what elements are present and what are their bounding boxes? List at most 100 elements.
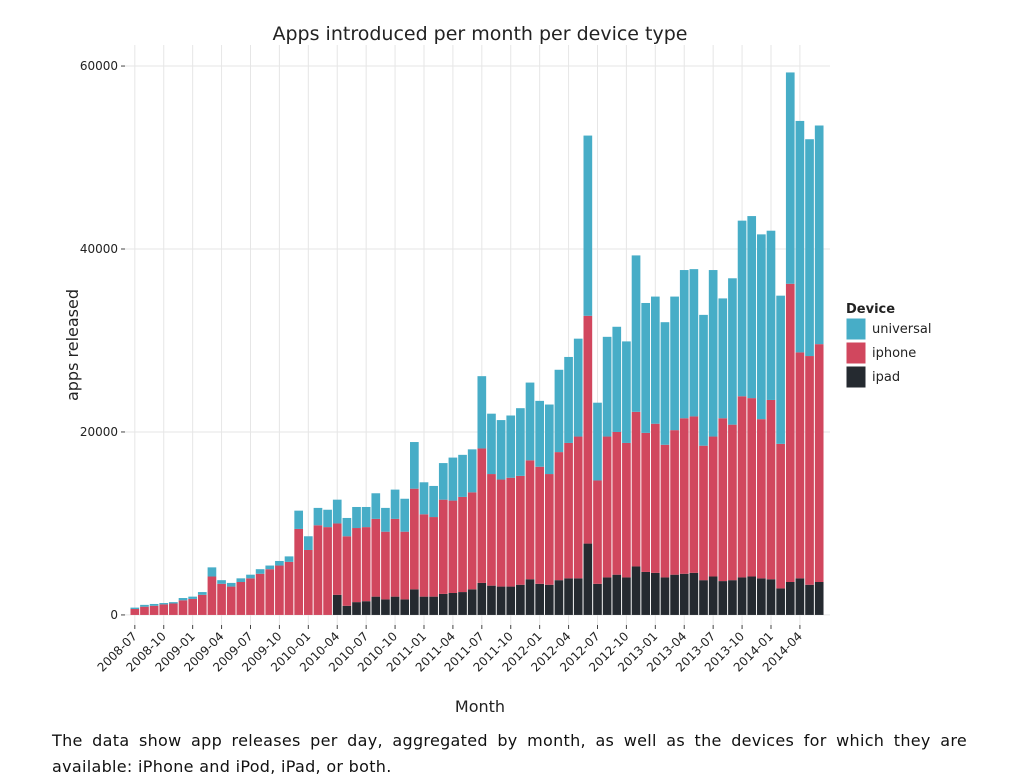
bar-segment xyxy=(583,135,593,316)
legend-swatch xyxy=(845,365,867,389)
bar-segment xyxy=(458,592,467,615)
bar-segment xyxy=(332,523,342,595)
chart: Apps introduced per month per device typ… xyxy=(63,23,931,716)
bar-segment xyxy=(178,598,188,601)
bar-segment xyxy=(448,500,458,593)
legend-title: Device xyxy=(846,302,895,317)
bar-segment xyxy=(554,580,564,615)
bar-segment xyxy=(670,296,679,431)
bar-segment xyxy=(207,567,217,577)
bar-segment xyxy=(544,584,554,615)
bar-segment xyxy=(246,578,255,615)
bar-segment xyxy=(631,411,641,567)
bar-segment xyxy=(236,578,246,583)
bar-segment xyxy=(679,270,689,419)
bar-segment xyxy=(737,220,747,397)
bar-segment xyxy=(612,574,622,615)
bar-segment xyxy=(149,605,159,615)
y-tick-label: 0 xyxy=(110,608,118,622)
bar-segment xyxy=(438,593,448,615)
bar-segment xyxy=(323,509,332,528)
bar-segment xyxy=(332,499,342,524)
bar-segment xyxy=(718,581,728,615)
bar-segment xyxy=(631,566,641,615)
bar-segment xyxy=(747,576,757,615)
bar-segment xyxy=(573,338,583,437)
bar-segment xyxy=(814,344,824,583)
legend-label: ipad xyxy=(872,370,900,385)
bar-segment xyxy=(371,518,381,597)
bar-segment xyxy=(400,498,410,532)
bar-segment xyxy=(737,396,747,578)
bar-segment xyxy=(419,596,429,615)
y-axis-title: apps released xyxy=(63,289,82,401)
bar-segment xyxy=(303,549,313,615)
bar-segment xyxy=(622,442,631,578)
bar-segment xyxy=(718,298,728,419)
bar-segment xyxy=(785,72,795,284)
bar-segment xyxy=(689,416,699,573)
bar-segment xyxy=(814,125,824,345)
bar-segment xyxy=(400,599,410,615)
bar-segment xyxy=(226,586,236,615)
bar-segment xyxy=(342,517,352,537)
chart-title: Apps introduced per month per device typ… xyxy=(273,23,688,45)
bar-segment xyxy=(149,603,159,606)
bar-segment xyxy=(785,283,795,583)
bar-segment xyxy=(776,443,785,589)
bar-segment xyxy=(602,577,612,615)
bar-segment xyxy=(313,525,323,615)
bar-segment xyxy=(419,514,429,597)
bar-segment xyxy=(660,577,670,615)
bar-segment xyxy=(766,399,776,580)
bar-segment xyxy=(140,604,149,607)
bar-segment xyxy=(544,474,554,585)
x-axis-title: Month xyxy=(455,697,505,716)
bar-segment xyxy=(477,448,487,583)
y-tick-label: 60000 xyxy=(80,59,118,73)
bar-segment xyxy=(506,586,516,615)
bar-segment xyxy=(217,583,226,615)
bar-segment xyxy=(246,574,255,579)
bar-segment xyxy=(487,474,496,586)
bar-segment xyxy=(699,445,708,581)
bar-segment xyxy=(381,599,390,615)
y-tick-label: 40000 xyxy=(80,242,118,256)
bar-segment xyxy=(467,492,477,590)
bar-segment xyxy=(535,466,544,584)
bar-segment xyxy=(352,528,361,603)
bar-segment xyxy=(795,578,805,615)
bar-segment xyxy=(197,594,207,615)
bar-segment xyxy=(487,585,496,615)
bar-segment xyxy=(554,369,564,453)
bar-segment xyxy=(284,556,294,562)
legend-swatch xyxy=(845,317,867,341)
bar-segment xyxy=(737,577,747,615)
bar-segment xyxy=(814,582,824,615)
bar-segment xyxy=(564,356,573,443)
bar-segment xyxy=(410,488,419,590)
bar-segment xyxy=(805,356,814,585)
bar-segment xyxy=(236,582,246,615)
bar-segment xyxy=(130,608,140,615)
bar-segment xyxy=(795,352,805,579)
bar-segment xyxy=(361,527,371,602)
bar-segment xyxy=(564,578,573,615)
bar-segment xyxy=(207,576,217,615)
bar-segment xyxy=(342,605,352,615)
bar-segment xyxy=(429,596,438,615)
bar-segment xyxy=(188,598,197,615)
bar-segment xyxy=(275,560,284,566)
bar-segment xyxy=(593,480,602,584)
bar-segment xyxy=(361,601,371,615)
legend-swatch xyxy=(845,341,867,365)
bar-segment xyxy=(776,295,785,444)
bar-segment xyxy=(381,531,390,600)
bar-segment xyxy=(458,496,467,593)
legend-label: universal xyxy=(872,322,931,337)
bar-segment xyxy=(757,578,766,615)
bar-segment xyxy=(747,398,757,577)
bar-segment xyxy=(564,442,573,579)
bar-segment xyxy=(747,216,757,399)
